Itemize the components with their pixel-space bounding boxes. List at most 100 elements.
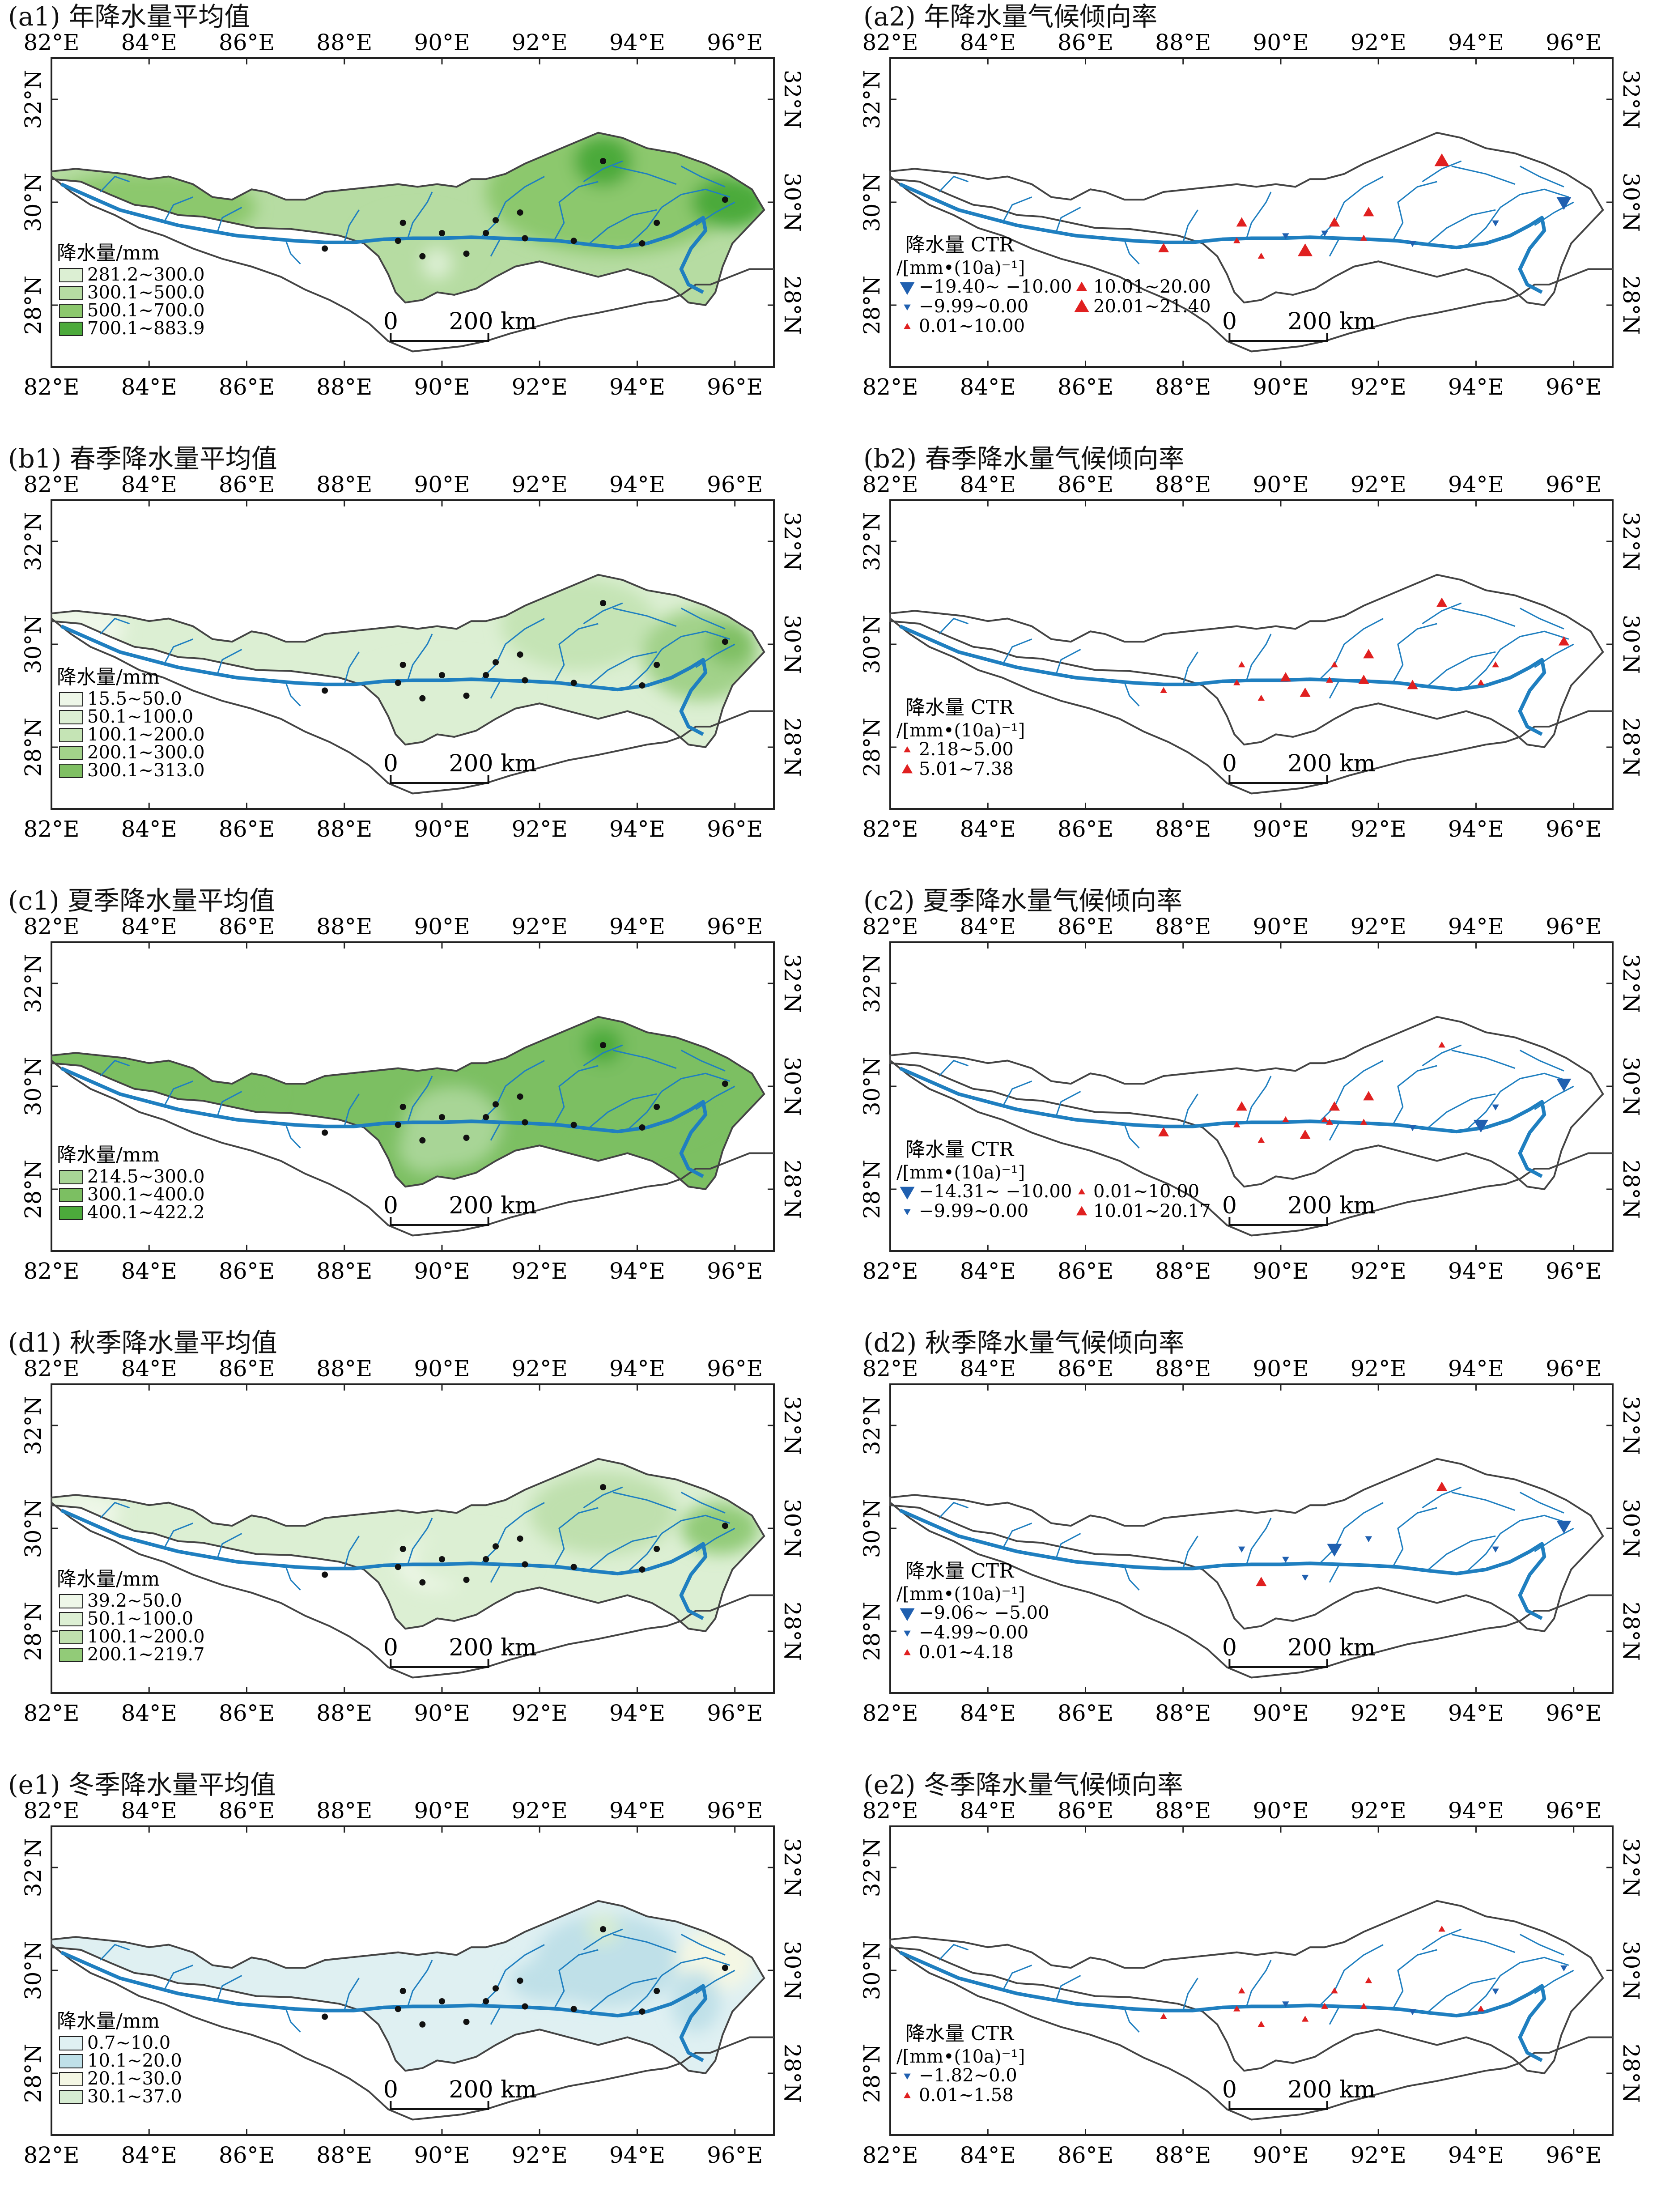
scale-bar-end: 200 km [449,1192,537,1219]
tributary-line [217,207,242,233]
legend-label: 20.1~30.0 [87,2068,182,2089]
lon-tick-label-bottom: 82°E [862,816,918,842]
lon-tick-label-top: 82°E [862,472,918,498]
main-river-line [899,1067,1546,1178]
legend-label: −14.31~ −10.00 [919,1181,1072,1202]
lon-tick-label-bottom: 90°E [1253,1700,1308,1726]
legend-label: 100.1~200.0 [87,1626,205,1647]
lat-tick-label-right: 32°N [1618,512,1644,571]
increase-triangle [1436,1481,1448,1491]
southern-boundary-line [889,1944,1613,2121]
scale-bar-start: 0 [1222,1634,1237,1661]
lon-tick-label-bottom: 94°E [609,816,665,842]
legend-label: 15.5~50.0 [87,689,182,709]
tributary-line [285,240,301,265]
lon-tick-label-top: 84°E [960,1798,1016,1824]
lon-tick-label-bottom: 92°E [1351,1700,1406,1726]
scale-bar: 0 200 km [1222,750,1376,784]
lon-tick-label-top: 94°E [609,472,665,498]
increase-triangle [1300,1129,1311,1139]
map-d2: 82°E 82°E 84°E 84°E 86°E 86°E 88°E 88°E 90°E 90°E… [859,1356,1644,1726]
scale-bar-end: 200 km [449,1634,537,1661]
lon-tick-label-top: 88°E [316,1798,372,1824]
lon-tick-label-top: 96°E [707,914,763,940]
legend-label: −9.99~0.00 [919,1201,1028,1221]
lon-tick-label-top: 94°E [609,1356,665,1382]
scale-bar-end: 200 km [449,308,537,335]
lon-tick-label-top: 84°E [121,30,177,55]
legend: 降水量 CTR/[mm•(10a)⁻¹]−1.82~0.00.01~1.58 [896,2022,1025,2106]
legend: 降水量 CTR/[mm•(10a)⁻¹]2.18~5.005.01~7.38 [896,696,1025,779]
lon-tick-label-top: 90°E [414,1798,470,1824]
lon-tick-label-bottom: 90°E [1253,2142,1308,2168]
lat-tick-label-left: 28°N [20,2044,46,2103]
lat-tick-label-left: 32°N [20,1396,46,1455]
basin-outline [889,1900,1604,2075]
scale-bar: 0 200 km [1222,308,1376,342]
station-dot [517,651,523,658]
lon-tick-label-top: 84°E [960,914,1016,940]
panel-title: (e1) 冬季降水量平均值 [8,1769,276,1800]
lat-tick-label-left: 32°N [20,954,46,1013]
station-dot [722,1965,728,1971]
lat-tick-label-right: 32°N [779,954,805,1013]
tributary-line [1182,209,1198,243]
tributary-line [1319,1502,1384,1564]
legend-label: 214.5~300.0 [87,1166,205,1187]
station-dot [722,1523,728,1529]
station-dot [570,238,577,244]
panel-b1: (b1) 春季降水量平均值 82°E 82°E 84°E 84°E 86°E 86°E 88°… [0,442,839,884]
tributary-line [681,1934,726,1956]
tributary-line [583,160,623,183]
tributary-line [939,175,969,193]
lon-tick-label-bottom: 92°E [1351,2142,1406,2168]
tributary-line [217,1533,242,1559]
increase-triangle [1236,1101,1247,1111]
lon-tick-label-bottom: 88°E [316,374,372,400]
legend-swatch [59,2072,83,2086]
lat-tick-label-left: 28°N [859,276,885,335]
station-dot [399,1546,406,1552]
legend-swatch [59,286,83,300]
legend-label: 39.2~50.0 [87,1591,182,1611]
station-dot [517,1536,523,1542]
station-dot [600,600,607,606]
lon-tick-label-top: 96°E [707,472,763,498]
tributary-line [1124,1124,1140,1149]
tributary-line [407,634,433,681]
panel-title-text: 秋季降水量平均值 [69,1327,277,1358]
legend-label: 281.2~300.0 [87,264,205,285]
legend-title: 降水量 CTR [905,1138,1015,1161]
scale-bar: 0 200 km [1222,2076,1376,2110]
station-dot [483,672,489,678]
station-dot [483,1998,489,2004]
tributary-line [163,1965,194,1991]
legend-swatch [59,1188,83,1202]
legend-label: 0.01~10.00 [919,316,1025,336]
panel-d2: (d2) 秋季降水量气候倾向率 82°E 82°E 84°E 84°E 86°E 86°E 8… [839,1326,1678,1768]
legend-label: 10.1~20.0 [87,2050,182,2071]
lon-tick-label-top: 86°E [1058,1356,1113,1382]
scale-bar: 0 200 km [383,1634,537,1668]
lon-tick-label-top: 84°E [121,472,177,498]
station-dot [654,1988,660,1994]
legend-title: 降水量/mm [57,1568,160,1591]
lat-tick-label-right: 28°N [1618,718,1644,777]
increase-triangle [1358,674,1369,684]
legend-swatch [59,322,83,336]
station-dot [639,682,646,689]
legend-label: 0.01~4.18 [919,1642,1014,1663]
main-river-line [899,1951,1546,2062]
lon-tick-label-top: 82°E [862,30,918,55]
legend-swatch [59,268,83,282]
tributary-line [480,1502,545,1564]
station-dot [722,638,728,645]
map-b1: 82°E 82°E 84°E 84°E 86°E 86°E 88°E 88°E 90°E 90°E… [20,472,805,842]
tributary-line [1124,682,1140,707]
tributary-line [1002,196,1032,223]
scale-bar-start: 0 [1222,750,1237,777]
lat-tick-label-left: 32°N [859,1396,885,1455]
scale-bar-start: 0 [1222,308,1237,335]
decrease-triangle [1556,1520,1572,1534]
tributary-line [1466,1514,1569,1573]
